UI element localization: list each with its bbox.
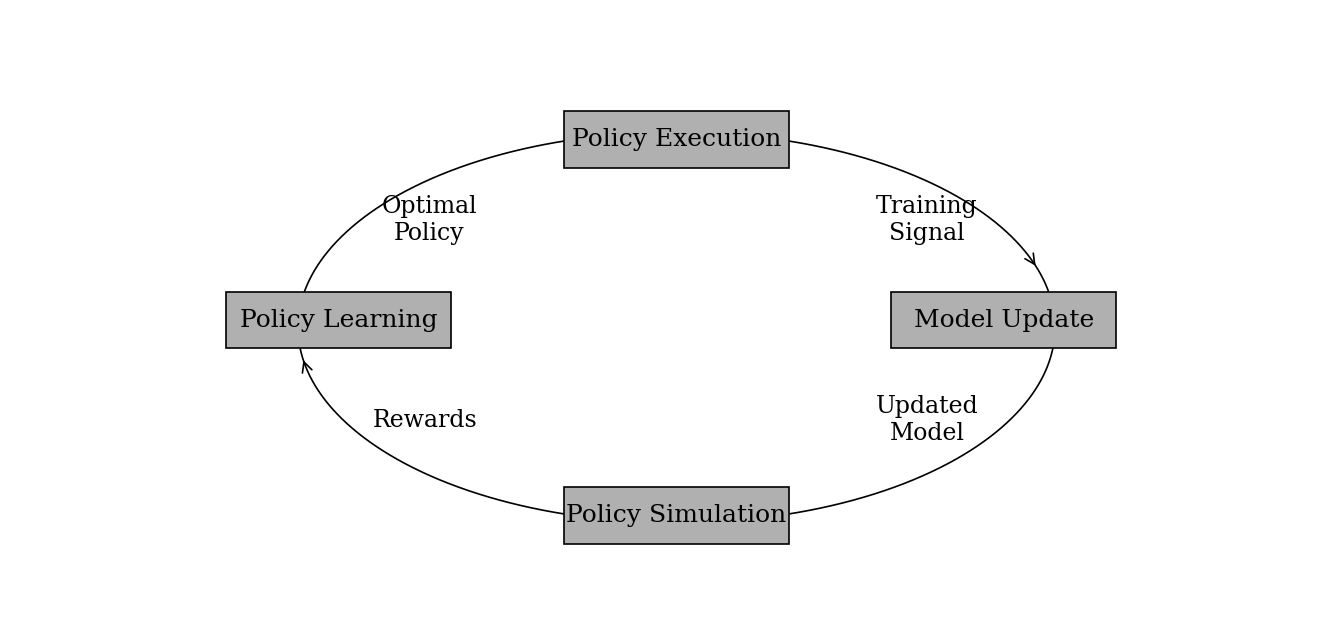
Text: Optimal
Policy: Optimal Policy <box>381 195 477 245</box>
Text: Updated
Model: Updated Model <box>876 396 978 445</box>
FancyBboxPatch shape <box>891 292 1117 348</box>
Text: Policy Execution: Policy Execution <box>572 128 781 151</box>
FancyBboxPatch shape <box>227 292 451 348</box>
Text: Policy Simulation: Policy Simulation <box>566 504 787 527</box>
Text: Model Update: Model Update <box>913 309 1094 332</box>
FancyBboxPatch shape <box>564 112 789 167</box>
Text: Policy Learning: Policy Learning <box>240 309 438 332</box>
FancyBboxPatch shape <box>564 488 789 543</box>
Text: Training
Signal: Training Signal <box>876 195 978 245</box>
Text: Rewards: Rewards <box>372 409 477 432</box>
